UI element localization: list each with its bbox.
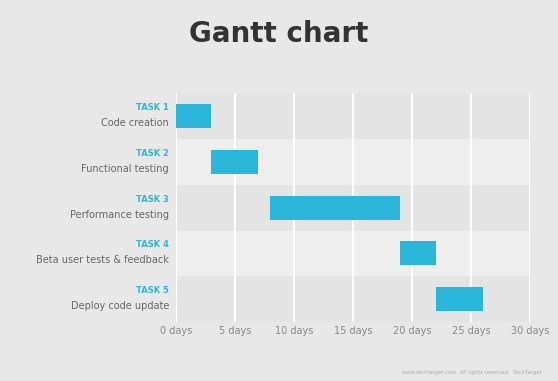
Text: TASK 1: TASK 1 [136,103,169,112]
Text: Performance testing: Performance testing [70,210,169,219]
Text: Gantt chart: Gantt chart [189,20,369,48]
Text: TASK 3: TASK 3 [136,195,169,204]
Bar [270,196,400,219]
Bar [211,150,258,174]
Bar [176,139,530,185]
Bar [176,231,530,276]
Text: TASK 5: TASK 5 [136,286,169,295]
Text: Deploy code update: Deploy code update [71,301,169,311]
Text: TASK 2: TASK 2 [136,149,169,158]
Text: www.techtarget.com. All rights reserved.  TechTarget: www.techtarget.com. All rights reserved.… [402,370,541,375]
Bar [436,287,483,311]
Bar [176,185,530,231]
Text: Functional testing: Functional testing [81,164,169,174]
Text: Code creation: Code creation [102,118,169,128]
Bar [400,242,436,265]
Text: Beta user tests & feedback: Beta user tests & feedback [36,255,169,265]
Bar [176,104,211,128]
Text: TASK 4: TASK 4 [136,240,169,250]
Bar [176,93,530,139]
Bar [176,276,530,322]
